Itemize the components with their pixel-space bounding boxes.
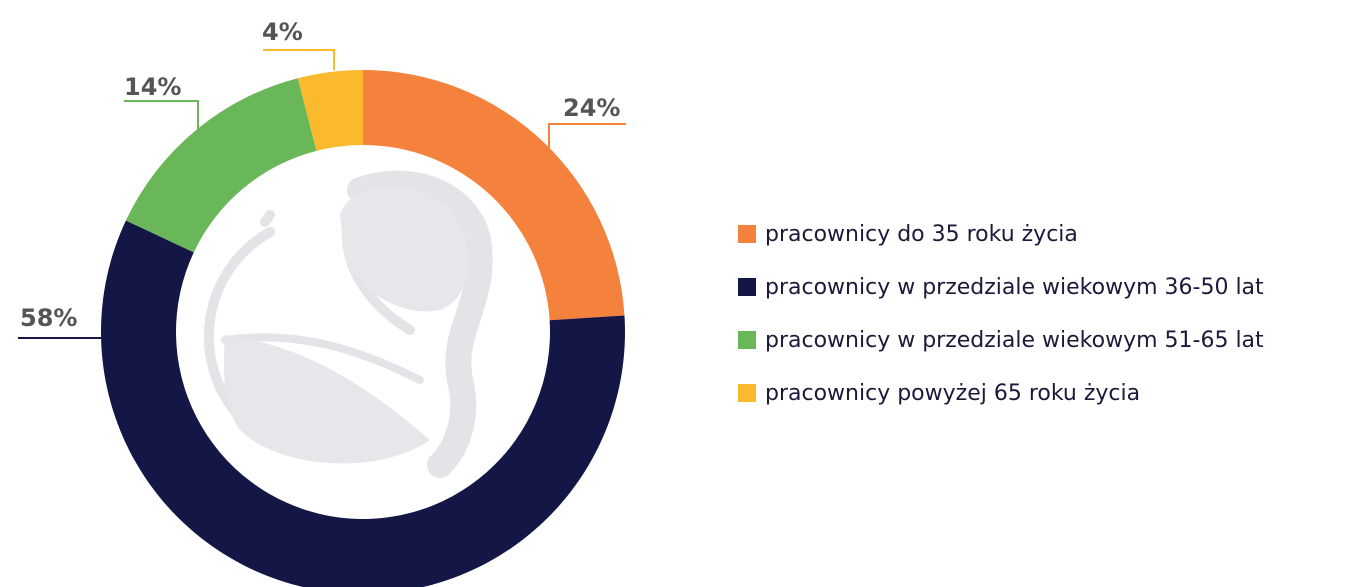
legend-swatch bbox=[738, 225, 756, 243]
logo-watermark-fill bbox=[223, 335, 430, 464]
legend-label: pracownicy w przedziale wiekowym 51-65 l… bbox=[765, 327, 1264, 353]
legend-item: pracownicy powyżej 65 roku życia bbox=[738, 377, 1264, 409]
slice-label-24: 24% bbox=[563, 94, 620, 122]
chart-legend: pracownicy do 35 roku życia pracownicy w… bbox=[738, 218, 1264, 430]
legend-item: pracownicy w przedziale wiekowym 51-65 l… bbox=[738, 324, 1264, 356]
logo-watermark-icon bbox=[203, 170, 493, 478]
slice-label-14: 14% bbox=[124, 73, 181, 101]
legend-label: pracownicy w przedziale wiekowym 36-50 l… bbox=[765, 274, 1264, 300]
legend-swatch bbox=[738, 331, 756, 349]
legend-swatch bbox=[738, 384, 756, 402]
legend-label: pracownicy powyżej 65 roku życia bbox=[765, 380, 1141, 406]
donut-slices bbox=[101, 70, 625, 587]
slice-label-4: 4% bbox=[262, 18, 303, 46]
legend-swatch bbox=[738, 278, 756, 296]
legend-item: pracownicy w przedziale wiekowym 36-50 l… bbox=[738, 271, 1264, 303]
leader-lines bbox=[18, 49, 626, 339]
legend-item: pracownicy do 35 roku życia bbox=[738, 218, 1264, 250]
leader-line-14 bbox=[124, 100, 199, 130]
legend-label: pracownicy do 35 roku życia bbox=[765, 221, 1078, 247]
leader-line-24 bbox=[548, 123, 626, 148]
logo-watermark-drop bbox=[340, 186, 469, 312]
slice-51-65 bbox=[125, 78, 317, 253]
slice-36-50 bbox=[101, 220, 625, 587]
slice-label-58: 58% bbox=[20, 304, 77, 332]
slice-over-65 bbox=[297, 70, 363, 151]
leader-line-4 bbox=[263, 49, 335, 70]
slice-under-35 bbox=[363, 70, 625, 321]
